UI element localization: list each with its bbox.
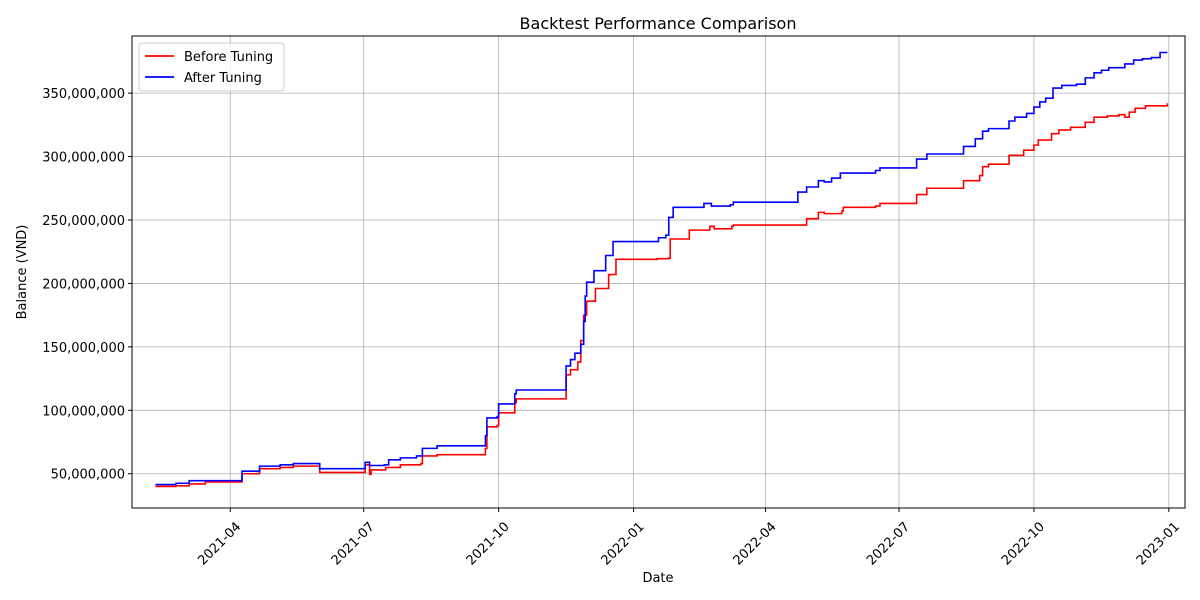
- series-lines: [155, 51, 1169, 488]
- y-tick-label: 300,000,000: [42, 151, 125, 166]
- legend-label-before-tuning: Before Tuning: [184, 50, 273, 65]
- chart-title: Backtest Performance Comparison: [520, 14, 797, 33]
- y-tick-label: 200,000,000: [42, 277, 125, 292]
- legend-box: [138, 42, 285, 92]
- y-tick-label: 50,000,000: [51, 468, 125, 483]
- series-line-after-tuning: [155, 51, 1168, 486]
- y-tick-label: 150,000,000: [42, 341, 125, 356]
- y-axis: 50,000,000 100,000,000 150,000,000 200,000,…: [42, 87, 132, 483]
- y-tick-label: 350,000,000: [42, 87, 125, 102]
- grid: [132, 36, 1185, 508]
- y-tick-label: 250,000,000: [42, 214, 125, 229]
- legend-label-after-tuning: After Tuning: [184, 71, 262, 86]
- y-tick-label: 100,000,000: [42, 404, 125, 419]
- y-axis-label: Balance (VND): [15, 225, 30, 320]
- plot-frame: [131, 35, 1186, 509]
- series-line-before-tuning: [155, 103, 1169, 488]
- x-axis-label: Date: [642, 571, 673, 586]
- legend: Before Tuning After Tuning: [138, 42, 285, 92]
